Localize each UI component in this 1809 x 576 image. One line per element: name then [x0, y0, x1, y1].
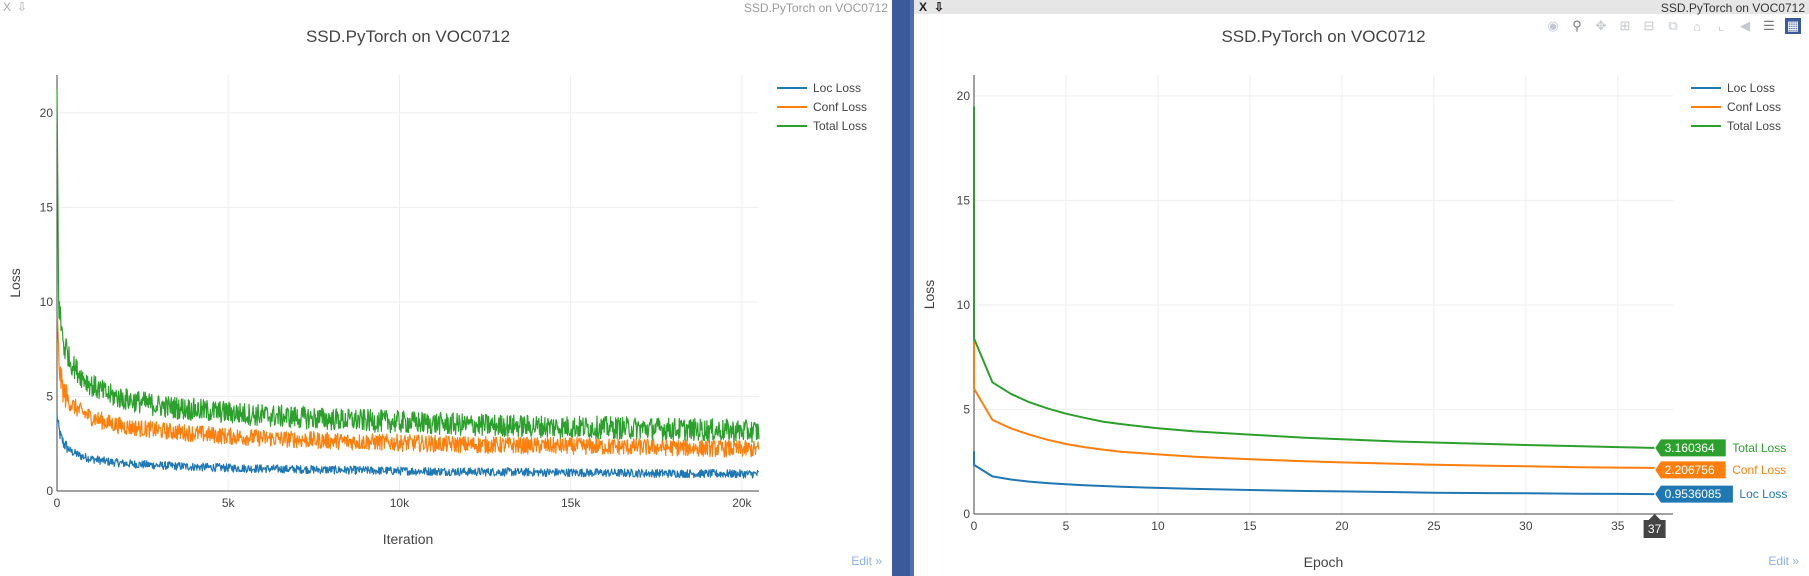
reset-axes-icon[interactable]: ⌂	[1693, 18, 1701, 34]
x-tick-label: 0	[971, 519, 978, 533]
hover-compare-icon[interactable]: ☰	[1763, 18, 1775, 33]
series-line-loc-loss	[56, 413, 760, 479]
series-line-loc-loss	[973, 451, 1655, 496]
y-tick-label: 20	[40, 106, 54, 120]
chart-title: SSD.PyTorch on VOC0712	[1221, 27, 1425, 46]
hover-label: 2.206756 Conf Loss	[1654, 460, 1786, 480]
hover-label-value: 0.9536085	[1665, 487, 1722, 501]
chart-title: SSD.PyTorch on VOC0712	[306, 27, 510, 46]
series-line-conf-loss	[56, 316, 760, 458]
close-button[interactable]: X	[3, 0, 12, 14]
y-tick-label: 5	[963, 402, 970, 416]
pin-icon[interactable]: ⇩	[934, 0, 945, 14]
x-tick-label: 15	[1243, 519, 1257, 533]
pan-icon[interactable]: ✥	[1595, 18, 1607, 33]
loss-by-epoch-chart[interactable]: SSD.PyTorch on VOC0712 0 5 10 15 20 25 30 35 0 5 10…	[914, 0, 1809, 576]
hover-label-series: Total Loss	[1732, 441, 1786, 455]
hover-label-series: Loc Loss	[1739, 487, 1787, 501]
x-tick-label: 15k	[561, 496, 581, 510]
hover-x-label: 37	[1643, 514, 1666, 538]
x-axis-label: Epoch	[1304, 554, 1344, 570]
camera-icon[interactable]: ◉	[1547, 18, 1559, 33]
legend-label: Conf Loss	[813, 100, 867, 114]
pane-divider[interactable]	[892, 0, 914, 576]
zoom-icon[interactable]: ⚲	[1572, 18, 1582, 33]
series-line-conf-loss	[973, 221, 1655, 469]
y-tick-label: 15	[957, 193, 971, 207]
x-tick-label: 10	[1151, 519, 1165, 533]
hover-x-value: 37	[1648, 522, 1662, 536]
plotly-logo-icon[interactable]: ▦	[1785, 18, 1801, 34]
legend-item-conf-loss[interactable]: Conf Loss	[1691, 100, 1781, 114]
legend-label: Loc Loss	[813, 81, 861, 95]
autoscale-icon[interactable]: ⧉	[1668, 18, 1678, 33]
hover-x-box	[1643, 514, 1666, 538]
y-tick-label: 20	[957, 89, 971, 103]
hover-label-value: 3.160364	[1665, 441, 1715, 455]
x-tick-label: 10k	[390, 496, 410, 510]
y-axis-label: Loss	[7, 268, 23, 298]
x-tick-label: 25	[1427, 519, 1441, 533]
right-plot-window: X ⇩ SSD.PyTorch on VOC0712 ◉ ⚲ ✥ ⊞ ⊟ ⧉ ⌂…	[914, 0, 1809, 576]
hover-label-box	[1654, 484, 1734, 504]
x-tick-label: 20k	[732, 496, 752, 510]
y-tick-label: 0	[963, 507, 970, 521]
hover-label-box	[1654, 460, 1727, 480]
hover-closest-icon[interactable]: ◀	[1740, 18, 1750, 33]
y-tick-label: 15	[40, 200, 54, 214]
pin-icon[interactable]: ⇩	[17, 0, 28, 14]
legend-item-loc-loss[interactable]: Loc Loss	[1691, 81, 1775, 95]
edit-link[interactable]: Edit »	[1768, 554, 1799, 568]
x-tick-label: 35	[1611, 519, 1625, 533]
hover-label-value: 2.206756	[1665, 463, 1715, 477]
series-line-total-loss	[56, 89, 760, 443]
left-plot-window: X ⇩ SSD.PyTorch on VOC0712 SSD.PyTorch o…	[0, 0, 892, 576]
legend-item-total-loss[interactable]: Total Loss	[1691, 119, 1781, 133]
zoom-in-icon[interactable]: ⊞	[1619, 18, 1631, 33]
legend-item-loc-loss[interactable]: Loc Loss	[777, 81, 861, 95]
x-tick-label: 5	[1063, 519, 1070, 533]
window-titlebar: X ⇩ SSD.PyTorch on VOC0712	[914, 0, 1809, 15]
series-line-total-loss	[973, 106, 1655, 449]
x-tick-label: 0	[54, 496, 61, 510]
x-tick-label: 20	[1335, 519, 1349, 533]
hover-label: 0.9536085 Loc Loss	[1654, 484, 1787, 504]
legend-item-conf-loss[interactable]: Conf Loss	[777, 100, 867, 114]
legend-label: Total Loss	[1727, 119, 1781, 133]
y-tick-label: 10	[40, 295, 54, 309]
legend-label: Total Loss	[813, 119, 867, 133]
legend-label: Loc Loss	[1727, 81, 1775, 95]
loss-by-iteration-chart[interactable]: SSD.PyTorch on VOC0712 0 5k 10k 15k 20k 0 5 10 15…	[0, 0, 892, 576]
hover-label: 3.160364 Total Loss	[1654, 438, 1786, 458]
close-button[interactable]: X	[919, 0, 928, 14]
legend-label: Conf Loss	[1727, 100, 1781, 114]
hover-label-series: Conf Loss	[1732, 463, 1786, 477]
y-tick-label: 5	[46, 389, 53, 403]
window-titlebar: X ⇩ SSD.PyTorch on VOC0712	[0, 0, 892, 15]
zoom-out-icon[interactable]: ⊟	[1643, 18, 1655, 33]
legend-item-total-loss[interactable]: Total Loss	[777, 119, 867, 133]
window-caption: SSD.PyTorch on VOC0712	[1660, 1, 1805, 15]
y-tick-label: 0	[46, 484, 53, 498]
x-axis-label: Iteration	[383, 531, 434, 547]
hover-label-box	[1654, 438, 1727, 458]
x-tick-label: 30	[1519, 519, 1533, 533]
spike-lines-icon[interactable]: ⌞	[1717, 18, 1725, 33]
edit-link[interactable]: Edit »	[851, 554, 882, 568]
y-tick-label: 10	[957, 298, 971, 312]
plot-modebar: ◉ ⚲ ✥ ⊞ ⊟ ⧉ ⌂ ⌞ ◀ ☰ ▦	[1545, 18, 1801, 34]
y-axis-label: Loss	[921, 280, 937, 310]
window-caption: SSD.PyTorch on VOC0712	[743, 1, 888, 15]
x-tick-label: 5k	[222, 496, 236, 510]
